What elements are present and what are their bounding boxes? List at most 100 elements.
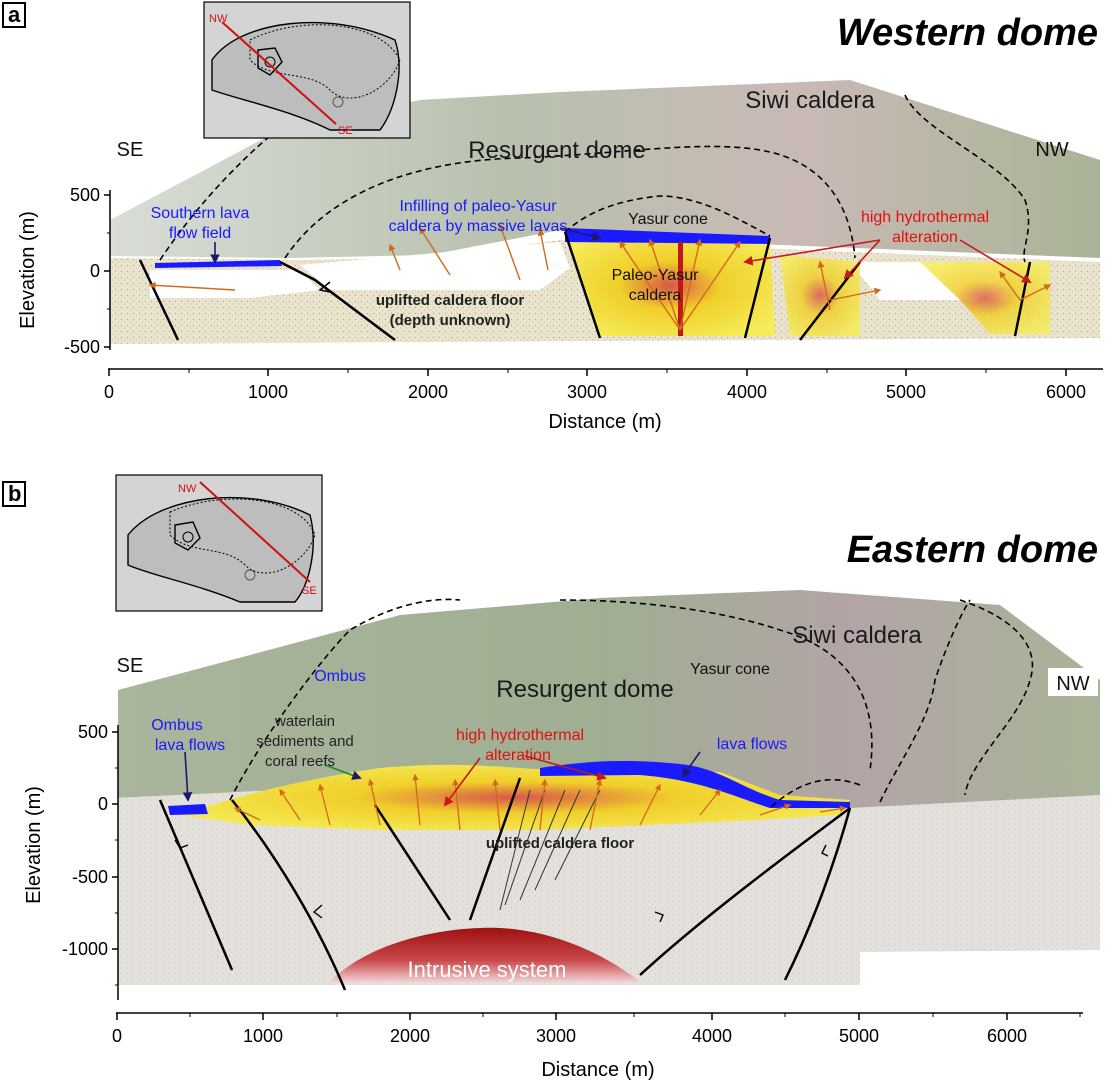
panel-a-annot-arrow [959,239,1032,283]
panel-b-inset-se: SE [302,585,317,597]
panel-a-ytick: 500 [70,185,100,205]
panel-a-annot-arrow [743,239,881,266]
panel-b-ombus-lava-label-2: lava flows [155,737,225,754]
panel-b-faults [158,777,852,991]
panel-a-infill-label-2: caldera by massive lavas [389,218,568,235]
panel-a-fault [279,260,396,341]
panel-a-flow-arrows [148,223,1052,331]
panel-a-annot-arrow [843,239,881,280]
panel-b-terrain [118,590,1100,810]
panel-b-hydro-label-2: alteration [485,747,551,764]
panel-a-paleo-label-1: Paleo-Yasur [612,267,700,284]
panel-a-inset-se: SE [338,125,353,137]
panel-b-water-label-1: waterlain [274,713,335,730]
panel-a-southern-label-2: flow field [169,225,231,242]
panel-b-ytick: 0 [98,794,108,814]
panel-a-fault [563,231,602,339]
panel-b: b [2,474,1100,1081]
panel-a-ytick: 0 [90,261,100,281]
panel-a-fault-motion [318,281,331,293]
panel-b-alteration [180,764,850,830]
panel-a-gap [150,270,320,298]
panel-b-x-axis: 0 1000 2000 3000 4000 5000 6000 Distance… [112,1012,1083,1081]
panel-a-conduit [678,242,683,336]
panel-b-y-axis: 500 0 -500 -1000 Elevation (m) [23,722,119,1000]
panel-a-gap [300,242,570,290]
panel-b-xtick: 4000 [692,1026,732,1046]
panel-b-letter: b [8,481,21,506]
panel-b-lava-label: lava flows [717,736,787,753]
panel-b-ombus-lava-label-1: Ombus [151,717,203,734]
panel-b-uplift-label: uplifted caldera floor [486,835,635,852]
panel-a-southern-label-1: Southern lava [151,205,250,222]
panel-a-inset-map: NW SE [203,1,411,139]
panel-a-xtick: 0 [104,382,114,402]
panel-b-ytick: -500 [72,867,108,887]
panel-b-xtick: 1000 [243,1026,283,1046]
panel-b-xtick: 6000 [987,1026,1027,1046]
panel-a-infill-lava [565,228,770,244]
panel-a-uplift-label-2: (depth unknown) [390,312,511,329]
panel-b-hydro-label-1: high hydrothermal [456,727,584,744]
panel-b-water-label-3: coral reefs [265,753,335,770]
panel-a-hydro-label-1: high hydrothermal [861,209,989,226]
panel-a-y-axis: 500 0 -500 Elevation (m) [17,185,111,357]
panel-a-ylabel: Elevation (m) [17,211,39,329]
panel-a-annot-arrow [559,227,602,241]
panel-b-inset-nw: NW [178,483,197,495]
panel-b-ylabel: Elevation (m) [23,786,45,904]
panel-a-xtick: 1000 [248,382,288,402]
panel-a-alteration [780,255,860,336]
panel-b-water-label-2: sediments and [256,733,354,750]
panel-a-southern-lava [155,260,282,268]
panel-a-ytick: -500 [64,337,100,357]
panel-b-xtick: 5000 [839,1026,879,1046]
panel-b-title: Eastern dome [847,529,1098,571]
panel-a-xtick: 2000 [408,382,448,402]
panel-b-intrusive-label: Intrusive system [408,957,567,982]
panel-a-inset-nw: NW [209,13,228,25]
panel-a-title: Western dome [837,12,1098,54]
panel-a-uplift-label-1: uplifted caldera floor [376,292,525,309]
panel-a-dashed-outline [564,195,771,237]
panel-b-intrusive-body [330,927,640,982]
panel-b-se-label: SE [117,655,144,677]
panel-b-annot-arrow [524,755,607,781]
panel-a-resurgent-label: Resurgent dome [468,137,645,164]
panel-a-xlabel: Distance (m) [548,411,661,433]
panel-a-xtick: 4000 [727,382,767,402]
panel-b-ombus-label: Ombus [314,668,366,685]
panel-a-paleo-label-2: caldera [629,287,682,304]
panel-a-fault [743,237,772,339]
panel-a-nw-label: NW [1035,139,1068,161]
panel-b-siwi-label: Siwi caldera [792,622,922,649]
panel-a-dashed-outline [284,145,856,259]
panel-a-alteration [920,262,1050,334]
panel-b-resurgent-label: Resurgent dome [496,676,673,703]
panel-a-siwi-label: Siwi caldera [745,87,875,114]
panel-b-annot-arrow [182,751,193,802]
panel-b-letter-box [2,481,26,507]
panel-b-ombus-lava [168,804,208,815]
panel-b-dashed-outlines [229,598,1034,809]
panel-a-hydro-label-2: alteration [892,229,958,246]
panel-a-letter: a [8,2,21,27]
panel-b-lava [540,761,850,808]
panel-a-fault [138,259,180,341]
panel-b-annot-arrow [324,764,362,780]
panel-b-xtick: 2000 [390,1026,430,1046]
panel-b-nw-label: NW [1056,673,1089,695]
panel-a-x-axis: 0 1000 2000 3000 4000 5000 6000 Distance… [104,368,1103,433]
panel-a-alteration [565,235,775,336]
panel-b-annot-arrow [443,757,481,807]
panel-a-se-label: SE [117,139,144,161]
panel-b-xlabel: Distance (m) [541,1059,654,1081]
panel-a: a [2,1,1103,433]
panel-b-ytick: 500 [78,722,108,742]
panel-b-xtick: 0 [112,1026,122,1046]
panel-b-annot-arrow [681,751,701,778]
panel-b-inset-map: NW SE [115,474,323,612]
panel-b-xtick: 3000 [536,1026,576,1046]
panel-b-fault-motion [174,839,829,923]
